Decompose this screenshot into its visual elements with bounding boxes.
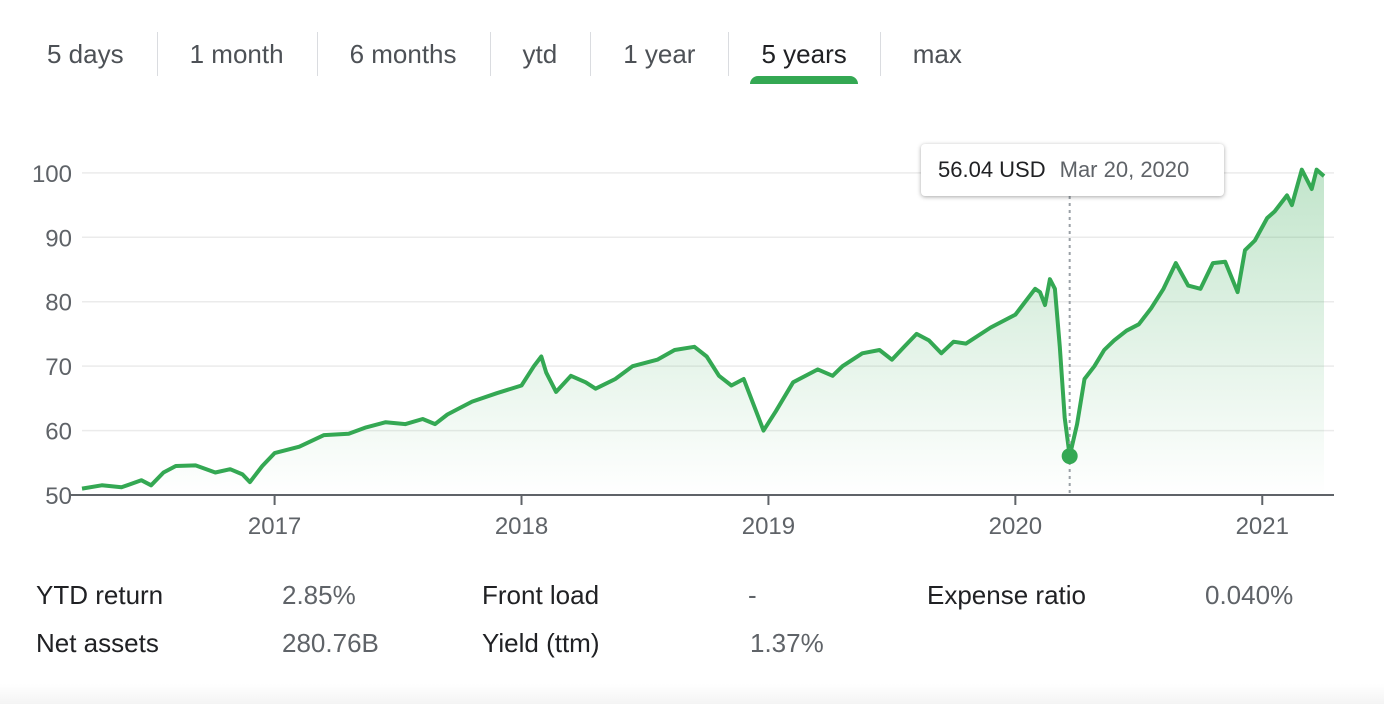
net-assets-value: 280.76B [282,628,379,658]
tab-label: 6 months [349,39,457,69]
tab-label: 5 years [761,39,847,69]
x-tick-label: 2018 [495,513,548,540]
y-tick-label: 50 [45,483,72,510]
fund-stats: YTD return 2.85% Front load - Expense ra… [0,580,1384,676]
tooltip-price: 56.04 USD [938,157,1046,182]
y-tick-label: 60 [45,419,72,446]
x-axis: 2017 2018 2019 2020 2021 [248,495,1289,540]
tab-max[interactable]: max [879,30,995,78]
active-tab-indicator [750,76,858,84]
tab-5-days[interactable]: 5 days [14,30,157,78]
stats-row: YTD return 2.85% Front load - Expense ra… [0,580,1384,628]
tab-1-month[interactable]: 1 month [156,30,317,78]
price-line [81,167,1326,491]
time-range-tabs: 5 days 1 month 6 months ytd 1 year 5 yea… [14,30,995,90]
tab-label: 1 year [623,39,696,69]
x-tick-label: 2017 [248,513,301,540]
bottom-divider [0,684,1384,704]
price-tooltip: 56.04 USD Mar 20, 2020 [921,144,1224,196]
x-tick-label: 2021 [1236,513,1289,540]
x-tick-label: 2020 [989,513,1042,540]
expense-ratio-value: 0.040% [1205,580,1294,610]
front-load-value: - [748,580,757,610]
price-chart[interactable]: 50 60 70 80 90 100 2017 2018 2019 2020 2021 [0,130,1384,550]
tab-6-months[interactable]: 6 months [316,30,490,78]
y-axis: 50 60 70 80 90 100 [32,161,72,510]
y-tick-label: 90 [45,225,72,252]
expense-ratio-label: Expense ratio [927,580,1086,610]
tab-label: 1 month [189,39,284,69]
tab-label: max [912,39,962,69]
price-area [82,169,1324,495]
net-assets-label: Net assets [36,628,159,658]
ytd-return-label: YTD return [36,580,164,610]
ytd-return-value: 2.85% [282,580,356,610]
y-tick-label: 70 [45,354,72,381]
tooltip-date: Mar 20, 2020 [1059,157,1190,182]
y-tick-label: 100 [32,161,72,188]
tab-1-year[interactable]: 1 year [590,30,728,78]
y-tick-label: 80 [45,290,72,317]
tab-ytd[interactable]: ytd [489,30,591,78]
tab-label: ytd [522,39,558,69]
front-load-label: Front load [482,580,600,610]
yield-label: Yield (ttm) [482,628,600,658]
hover-point [1061,448,1078,465]
x-tick-label: 2019 [742,513,795,540]
tab-5-years[interactable]: 5 years [728,30,879,84]
tab-label: 5 days [47,39,124,69]
stats-row: Net assets 280.76B Yield (ttm) 1.37% [0,628,1384,676]
yield-value: 1.37% [750,628,824,658]
